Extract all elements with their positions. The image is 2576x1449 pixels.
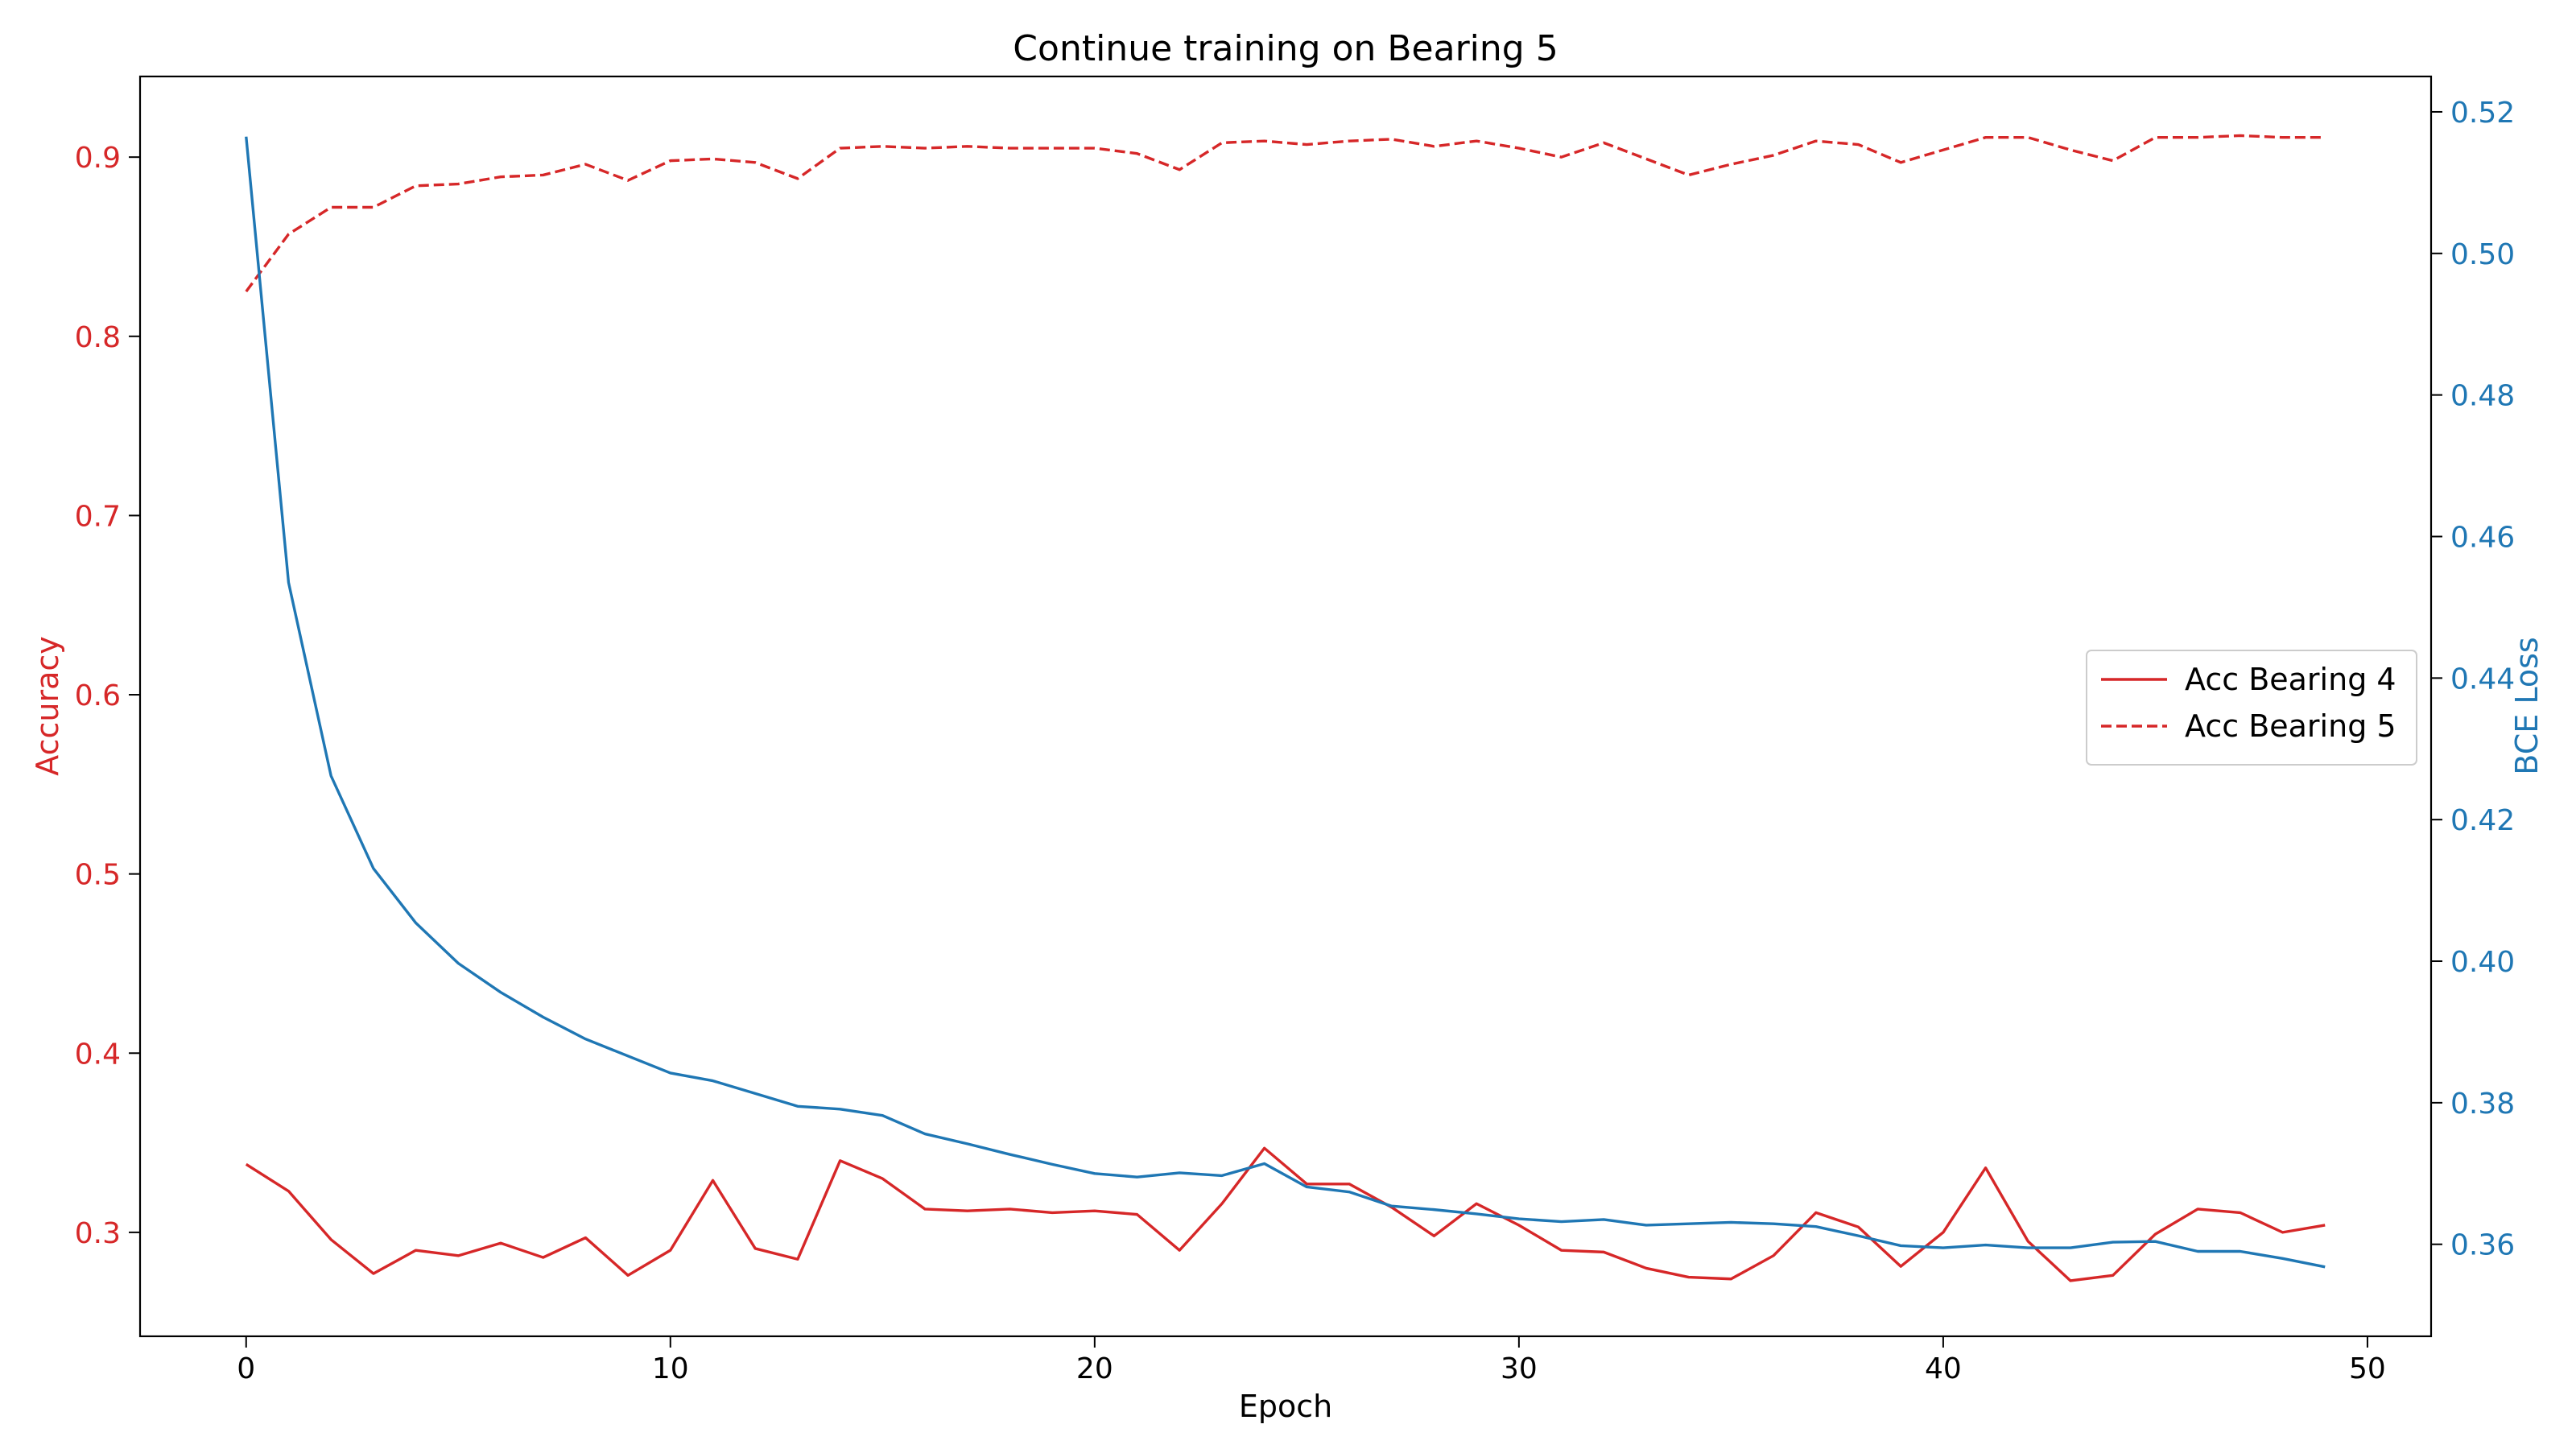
y-left-tick-label: 0.4	[75, 1038, 121, 1071]
y-right-tick-label: 0.50	[2450, 238, 2515, 271]
y-left-tick-label: 0.5	[75, 859, 121, 892]
y-axis-right: 0.36 0.38 0.40 0.42 0.44 0.46 0.48 0.50 0.52	[2431, 97, 2515, 1262]
x-axis: 0 10 20 30 40 50	[237, 1336, 2386, 1385]
legend: Acc Bearing 4 Acc Bearing 5	[2086, 650, 2417, 766]
legend-label: Acc Bearing 5	[2185, 708, 2396, 744]
legend-box	[2086, 650, 2417, 766]
y-right-tick-label: 0.46	[2450, 521, 2515, 554]
x-tick-label: 0	[237, 1352, 255, 1385]
y-axis-left-label: Accuracy	[30, 636, 65, 776]
plot-frame	[138, 75, 2433, 1338]
series-line-1	[245, 134, 2326, 293]
y-right-tick-label: 0.52	[2450, 97, 2515, 130]
legend-label: Acc Bearing 4	[2185, 662, 2396, 697]
x-tick-label: 30	[1501, 1352, 1538, 1385]
y-right-tick-label: 0.48	[2450, 380, 2515, 413]
x-tick-label: 40	[1925, 1352, 1962, 1385]
y-right-tick-label: 0.36	[2450, 1229, 2515, 1262]
series-line-0	[245, 1146, 2326, 1282]
x-tick-label: 50	[2349, 1352, 2386, 1385]
y-left-tick-label: 0.8	[75, 321, 121, 354]
y-right-tick-label: 0.42	[2450, 804, 2515, 837]
x-tick-label: 20	[1076, 1352, 1113, 1385]
x-axis-label: Epoch	[1239, 1389, 1332, 1424]
y-left-tick-label: 0.9	[75, 142, 121, 175]
y-axis-left: 0.3 0.4 0.5 0.6 0.7 0.8 0.9	[75, 142, 140, 1250]
y-right-tick-label: 0.38	[2450, 1088, 2515, 1121]
y-left-tick-label: 0.6	[75, 679, 121, 712]
series-line-2	[245, 136, 2326, 1269]
y-right-tick-label: 0.40	[2450, 946, 2515, 979]
y-axis-right-label: BCE Loss	[2509, 637, 2545, 774]
chart-title: Continue training on Bearing 5	[1013, 28, 1558, 69]
x-tick-label: 10	[652, 1352, 689, 1385]
y-left-tick-label: 0.3	[75, 1217, 121, 1250]
y-left-tick-label: 0.7	[75, 500, 121, 533]
y-right-tick-label: 0.44	[2450, 663, 2515, 696]
series-layer	[245, 134, 2326, 1282]
